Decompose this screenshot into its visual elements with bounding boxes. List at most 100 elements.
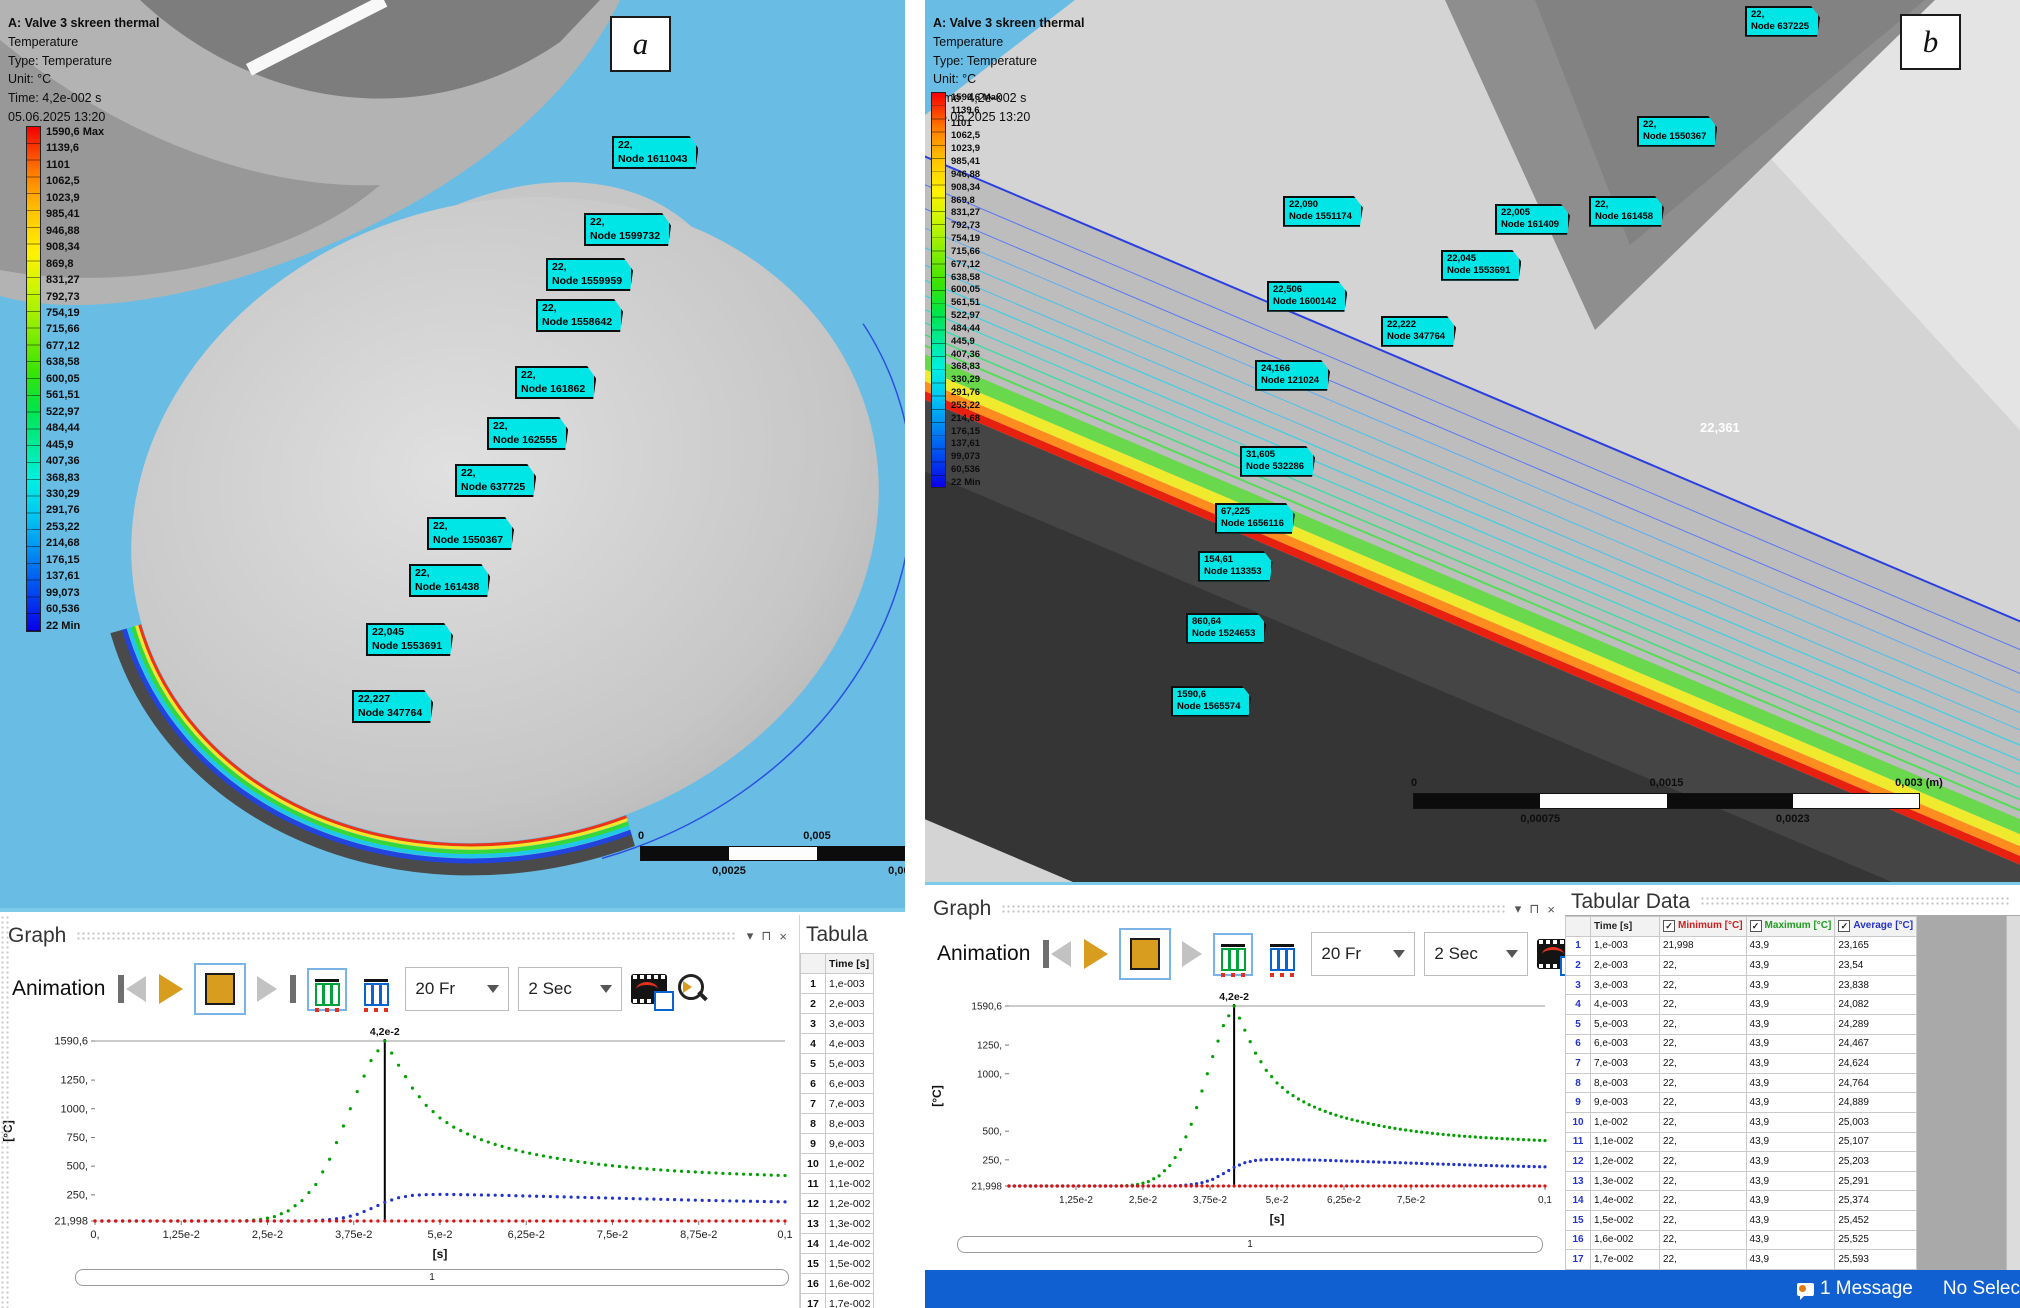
node-annotation[interactable]: 22,005 Node 161409 [1495, 204, 1570, 235]
node-annotation[interactable]: 22,045 Node 1553691 [1441, 250, 1521, 281]
distributed-result-chart-button[interactable] [1213, 932, 1254, 977]
panel-pin-icon[interactable]: ⊓ [1529, 901, 1540, 916]
step-forward-button[interactable] [1180, 931, 1204, 977]
table-row[interactable]: 11 1,1e-002 22, 43,9 25,107 [1565, 1131, 1918, 1153]
table-row[interactable]: 8 8,e-003 [800, 1113, 875, 1134]
vertical-scrollbar[interactable] [2006, 916, 2020, 1270]
table-row[interactable]: 7 7,e-003 [800, 1093, 875, 1114]
node-annotation[interactable]: 22, Node 161862 [515, 366, 596, 399]
play-button[interactable] [157, 966, 185, 1012]
timeline-slider[interactable]: 1 [75, 1269, 789, 1286]
node-annotation[interactable]: 31,605 Node 532286 [1240, 446, 1315, 477]
node-annotation[interactable]: 22, Node 1599732 [584, 213, 671, 246]
viewport-a[interactable]: A: Valve 3 skreen thermal Temperature Type… [0, 0, 905, 908]
panel-pin-icon[interactable]: ⊓ [761, 928, 772, 943]
node-annotation[interactable]: 67,225 Node 1656116 [1215, 503, 1295, 534]
status-bar: 1 Message No Selec [925, 1270, 2020, 1308]
node-annotation[interactable]: 22, Node 162555 [487, 417, 568, 450]
table-row[interactable]: 2 2,e-003 [800, 993, 875, 1014]
table-row[interactable]: 10 1,e-002 [800, 1153, 875, 1174]
node-annotation[interactable]: 154,61 Node 113353 [1198, 551, 1273, 582]
table-row[interactable]: 9 9,e-003 22, 43,9 24,889 [1565, 1092, 1918, 1113]
checkbox-icon[interactable]: ✓ [1663, 920, 1675, 933]
table-row[interactable]: 5 5,e-003 22, 43,9 24,289 [1565, 1013, 1918, 1035]
table-row[interactable]: 17 1,7e-002 [800, 1293, 875, 1308]
table-row[interactable]: 12 1,2e-002 [800, 1193, 875, 1214]
column-header[interactable]: ✓ Average [°C] [1834, 916, 1918, 937]
node-annotation[interactable]: 22, Node 1550367 [427, 517, 514, 550]
node-annotation[interactable]: 22, Node 1611043 [612, 136, 698, 169]
table-row[interactable]: 10 1,e-002 22, 43,9 25,003 [1565, 1111, 1918, 1133]
table-row[interactable]: 6 6,e-003 22, 43,9 24,467 [1565, 1033, 1918, 1055]
uniform-result-chart-button[interactable] [356, 967, 397, 1012]
node-annotation[interactable]: 22, Node 1550367 [1637, 116, 1717, 147]
column-header[interactable]: ✓ Minimum [°C] [1659, 916, 1747, 937]
table-row[interactable]: 1 1,e-003 [800, 973, 875, 994]
table-row[interactable]: 4 4,e-003 22, 43,9 24,082 [1565, 994, 1918, 1015]
distributed-result-chart-button[interactable] [307, 967, 348, 1012]
column-header[interactable]: Time [s] [1590, 916, 1660, 937]
checkbox-icon[interactable]: ✓ [1838, 920, 1851, 933]
panel-close-icon[interactable]: × [779, 928, 787, 944]
node-annotation[interactable]: 22, Node 1558642 [536, 299, 623, 332]
node-annotation[interactable]: 24,166 Node 121024 [1255, 360, 1330, 391]
table-row[interactable]: 2 2,e-003 22, 43,9 23,54 [1565, 955, 1918, 976]
node-annotation[interactable]: 22, Node 161438 [409, 564, 490, 597]
node-annotation[interactable]: 1590,6 Node 1565574 [1171, 686, 1251, 717]
panel-dropdown-icon[interactable]: ▾ [746, 928, 754, 943]
viewport-b[interactable]: A: Valve 3 skreen thermal Temperature Type… [925, 0, 2020, 882]
table-row[interactable]: 16 1,6e-002 [800, 1273, 875, 1294]
table-row[interactable]: 15 1,5e-002 22, 43,9 25,452 [1565, 1209, 1918, 1231]
table-row[interactable]: 3 3,e-003 22, 43,9 23,838 [1565, 974, 1918, 996]
node-annotation[interactable]: 22,227 Node 347764 [352, 690, 433, 723]
chevron-down-icon [487, 985, 500, 993]
table-row[interactable]: 6 6,e-003 [800, 1073, 875, 1094]
frames-dropdown[interactable]: 20 Fr [1311, 932, 1416, 976]
table-row[interactable]: 7 7,e-003 22, 43,9 24,624 [1565, 1053, 1918, 1074]
frames-dropdown[interactable]: 20 Fr [405, 967, 510, 1011]
table-row[interactable]: 9 9,e-003 [800, 1133, 875, 1154]
node-annotations-layer: 22, Node 1611043 22, Node 1599732 22, Node 15… [0, 0, 905, 908]
step-forward-button[interactable] [255, 966, 279, 1012]
skip-to-end-button[interactable] [288, 966, 298, 1012]
node-annotation[interactable]: 22, Node 1559959 [546, 258, 633, 291]
uniform-result-chart-button[interactable] [1262, 932, 1303, 977]
node-annotation[interactable]: 860,64 Node 1524653 [1186, 613, 1266, 644]
export-video-button[interactable] [631, 974, 675, 1011]
duration-dropdown[interactable]: 2 Sec [518, 967, 623, 1011]
stop-button[interactable] [1119, 928, 1172, 980]
panel-dropdown-icon[interactable]: ▾ [1514, 901, 1522, 916]
skip-to-start-button[interactable] [1041, 931, 1073, 977]
node-annotation[interactable]: 22,045 Node 1553691 [366, 623, 453, 656]
node-annotation[interactable]: 22,090 Node 1551174 [1283, 196, 1363, 227]
node-annotation[interactable]: 22, Node 637725 [455, 464, 536, 497]
table-row[interactable]: 1 1,e-003 21,998 43,9 23,165 [1565, 935, 1918, 957]
timeline-slider[interactable]: 1 [957, 1236, 1543, 1253]
node-annotation[interactable]: 22, Node 161458 [1589, 196, 1664, 227]
table-row[interactable]: 5 5,e-003 [800, 1053, 875, 1074]
play-button[interactable] [1082, 931, 1110, 977]
duration-dropdown[interactable]: 2 Sec [1424, 932, 1529, 976]
node-annotation[interactable]: 22,222 Node 347764 [1381, 316, 1456, 347]
table-row[interactable]: 12 1,2e-002 22, 43,9 25,203 [1565, 1151, 1918, 1172]
node-annotation[interactable]: 22, Node 637225 [1745, 6, 1820, 37]
table-row[interactable]: 13 1,3e-002 [800, 1213, 875, 1234]
table-row[interactable]: 11 1,1e-002 [800, 1173, 875, 1194]
table-row[interactable]: 17 1,7e-002 22, 43,9 25,593 [1565, 1249, 1918, 1270]
node-annotation[interactable]: 22,506 Node 1600142 [1267, 281, 1347, 312]
table-row[interactable]: 14 1,4e-002 [800, 1233, 875, 1254]
table-row[interactable]: 14 1,4e-002 22, 43,9 25,374 [1565, 1190, 1918, 1211]
table-row[interactable]: 3 3,e-003 [800, 1013, 875, 1034]
table-row[interactable]: 15 1,5e-002 [800, 1253, 875, 1274]
column-header[interactable]: ✓ Maximum [°C] [1745, 916, 1836, 937]
panel-close-icon[interactable]: × [1547, 901, 1555, 917]
table-row[interactable]: 16 1,6e-002 22, 43,9 25,525 [1565, 1229, 1918, 1251]
table-row[interactable]: 8 8,e-003 22, 43,9 24,764 [1565, 1072, 1918, 1094]
messages-status[interactable]: 1 Message [1796, 1278, 1913, 1300]
result-magnifier-button[interactable] [676, 972, 710, 1006]
table-row[interactable]: 13 1,3e-002 22, 43,9 25,291 [1565, 1170, 1918, 1192]
stop-button[interactable] [194, 963, 247, 1015]
table-row[interactable]: 4 4,e-003 [800, 1033, 875, 1054]
checkbox-icon[interactable]: ✓ [1749, 920, 1762, 933]
skip-to-start-button[interactable] [116, 966, 148, 1012]
